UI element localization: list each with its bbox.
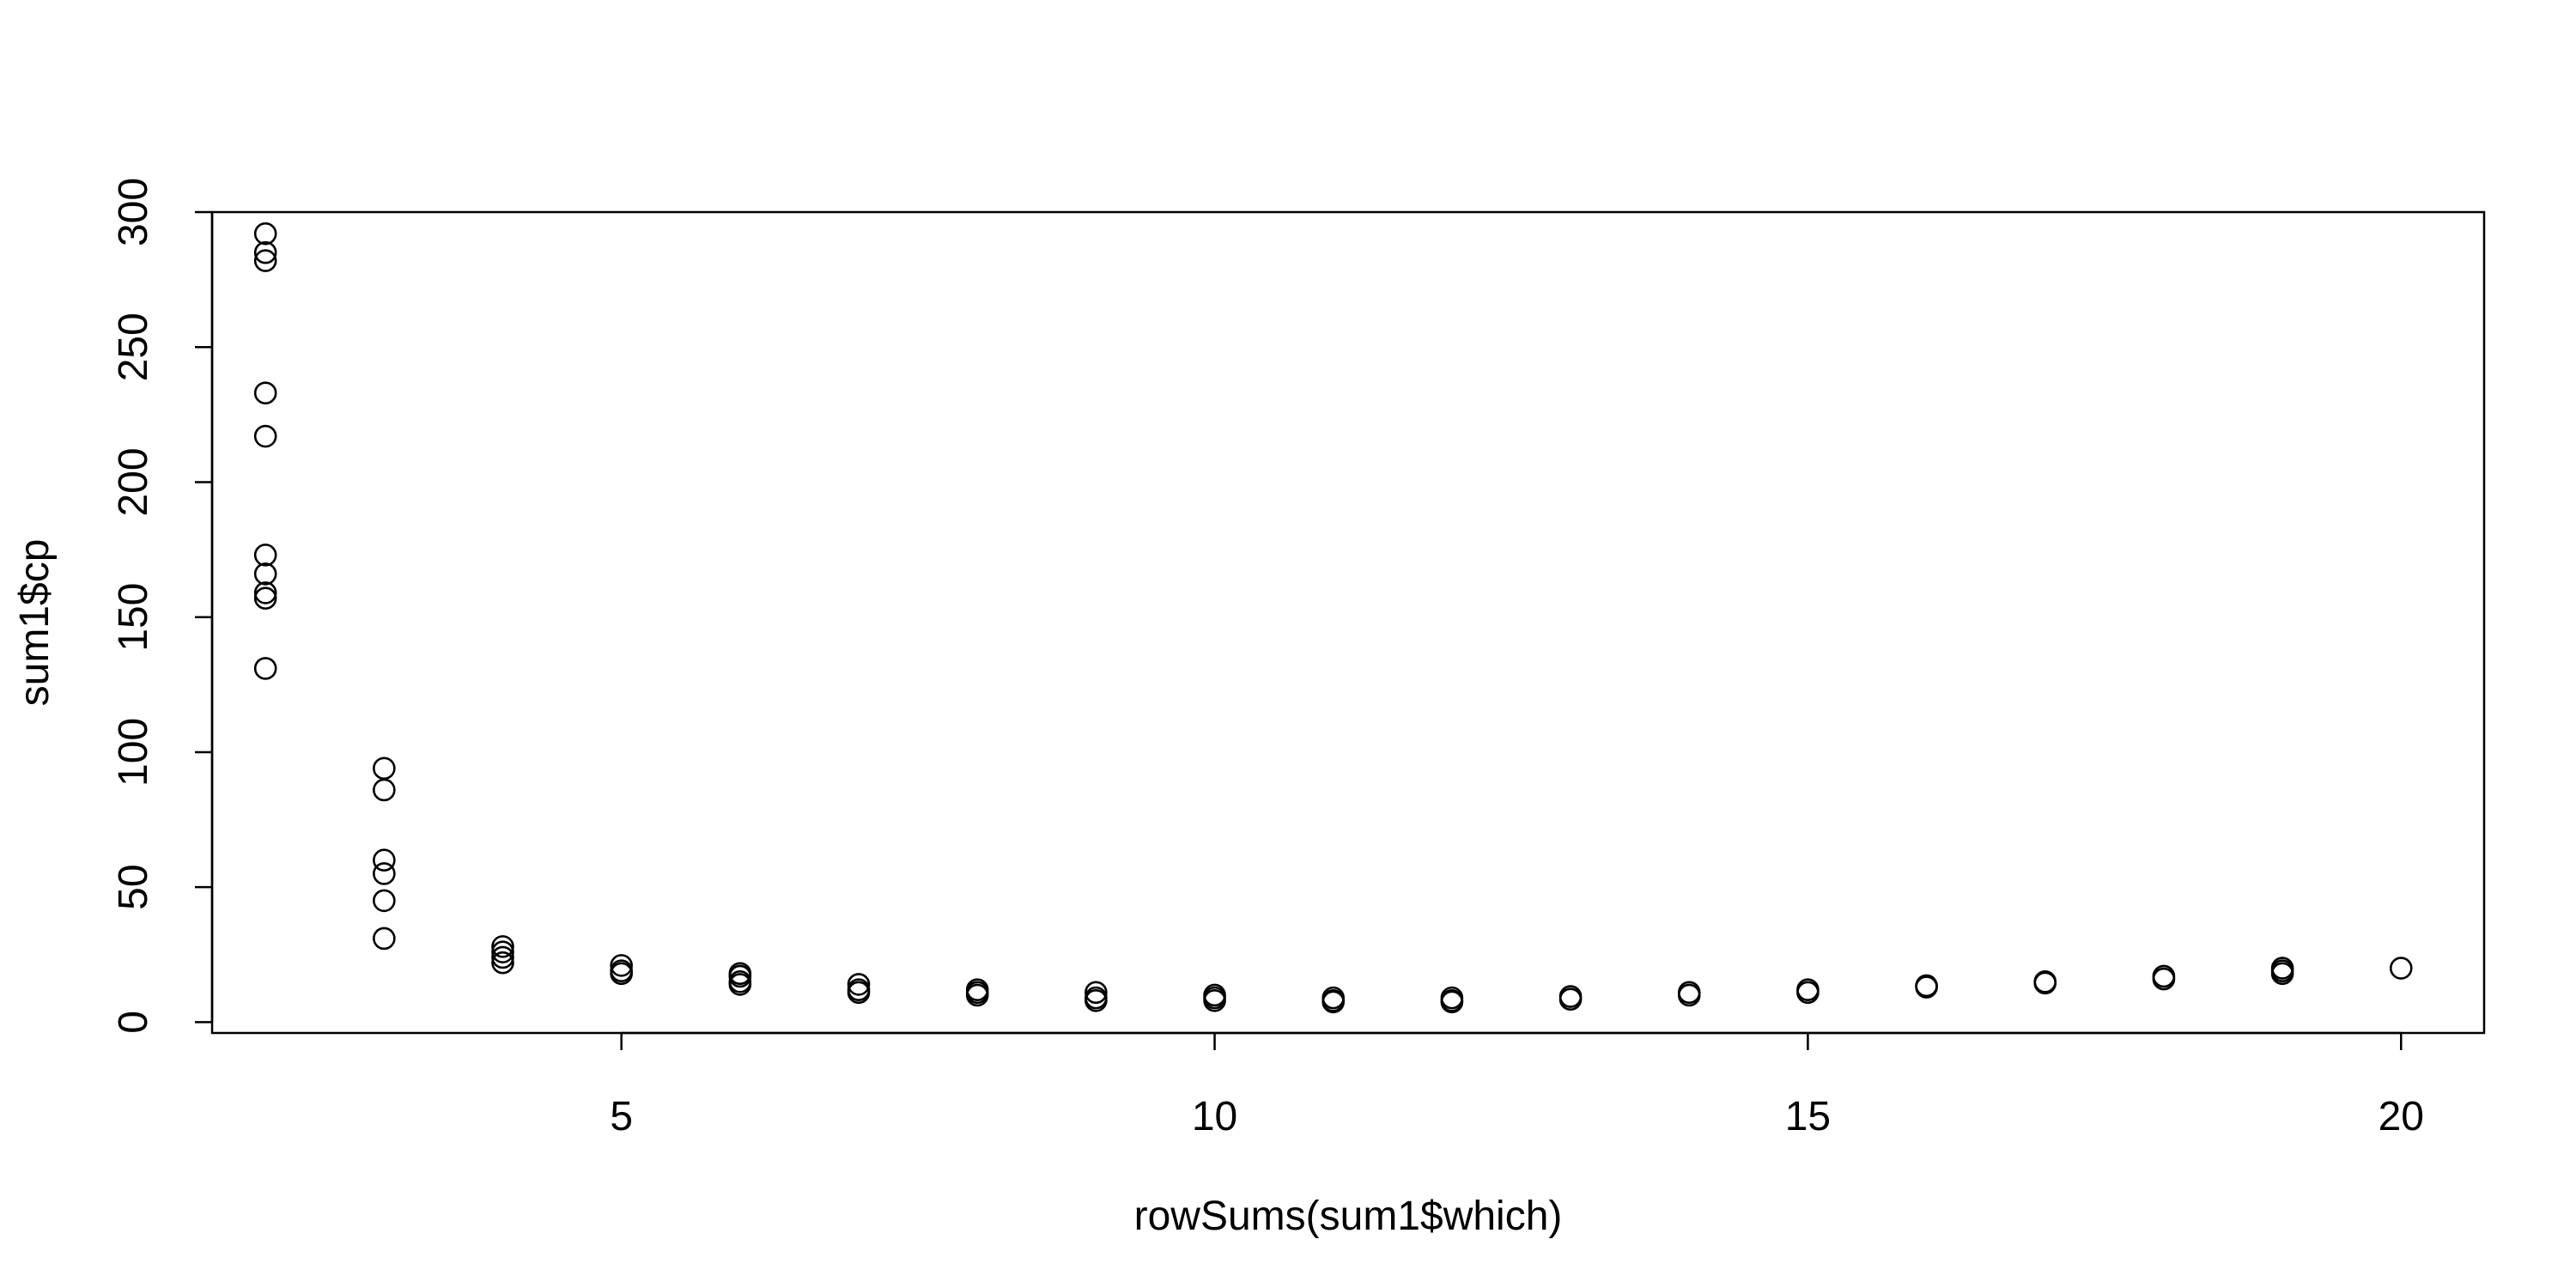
data-point [728,973,752,996]
y-tick-label: 200 [111,447,156,516]
data-point [491,935,514,958]
data-point [965,983,989,1007]
data-point [2033,971,2057,995]
data-point [1084,981,1108,1005]
data-points [253,222,2413,1014]
data-point [610,954,633,977]
data-point [253,249,277,272]
data-point [1440,990,1464,1014]
y-tick-label: 50 [111,864,156,909]
data-point [2270,962,2294,986]
data-point [1321,990,1346,1014]
y-tick-label: 150 [111,583,156,652]
x-axis-title: rowSums(sum1$which) [1134,1194,1563,1239]
data-point [253,657,277,680]
data-point [847,973,871,996]
data-point [1084,988,1108,1012]
x-tick-label: 15 [1785,1094,1831,1139]
data-point [728,964,752,988]
data-point [1796,981,1820,1005]
data-point [1677,983,1701,1007]
data-point [373,778,396,802]
data-point [253,586,277,610]
data-point [373,862,396,885]
data-point [253,424,277,448]
y-axis-title: sum1$cp [12,539,58,707]
x-axis: 5 10 15 20 [610,1031,2424,1139]
data-point [491,951,514,975]
data-point [2152,967,2176,991]
data-point [253,562,277,586]
data-point [491,940,514,963]
x-tick-label: 5 [610,1094,633,1139]
data-point [1915,975,1938,999]
y-tick-label: 0 [111,1011,156,1034]
data-point [1558,987,1583,1011]
x-tick-label: 20 [2379,1094,2424,1139]
data-point [491,945,514,969]
data-point [253,240,277,264]
data-point [610,962,633,986]
data-point [1203,988,1226,1012]
x-tick-label: 10 [1192,1094,1237,1139]
y-tick-label: 300 [111,178,156,246]
data-point [253,222,277,246]
data-point [373,889,396,913]
y-tick-label: 250 [111,313,156,381]
data-point [253,581,277,605]
data-point [373,927,396,951]
data-point [253,381,277,404]
y-axis: 0 50 100 150 200 250 300 [111,178,214,1034]
data-point [373,848,396,872]
data-point [2389,957,2413,980]
data-point [253,544,277,567]
data-point [847,981,871,1005]
y-tick-label: 100 [111,718,156,787]
